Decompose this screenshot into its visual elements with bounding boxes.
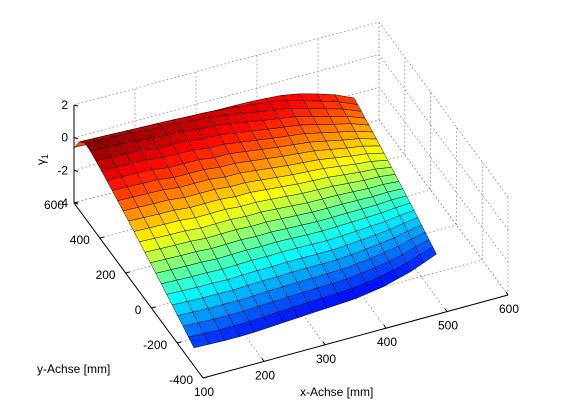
x-tick-label: 500 [438, 319, 458, 333]
z-tick [73, 169, 79, 172]
x-tick-label: 100 [194, 385, 214, 399]
z-tick [73, 202, 79, 205]
x-tick [261, 358, 265, 362]
x-tick-label: 400 [377, 335, 397, 349]
z-axis-label-base: γ [34, 159, 48, 165]
x-tick-label: 300 [316, 352, 336, 366]
x-tick [200, 374, 204, 379]
x-tick [505, 291, 509, 296]
y-tick-label: -400 [169, 373, 193, 387]
y-tick-label: 600 [44, 198, 64, 212]
y-tick-label: 400 [70, 233, 90, 247]
y-tick [202, 376, 208, 379]
y-axis-label: y-Achse [mm] [37, 362, 110, 376]
wall-gridline-z [73, 21, 380, 106]
z-axis-label: γ1 [34, 154, 50, 165]
x-tick-label: 600 [499, 302, 519, 316]
wall-gridline-z [378, 54, 509, 230]
surface-patch [188, 333, 210, 349]
z-tick-label: 0 [61, 131, 68, 145]
x-tick [383, 324, 387, 329]
wall-gridline-z [378, 119, 509, 296]
y-tick [125, 271, 130, 274]
x-axis-line [202, 294, 509, 379]
wall-gridline-z [73, 54, 380, 139]
surface [73, 93, 437, 349]
x-axis-label: x-Achse [mm] [300, 385, 373, 399]
y-tick-label: 200 [96, 268, 116, 282]
wall-gridline-z [378, 87, 509, 263]
z-tick-label: 2 [61, 98, 68, 112]
z-tick-label: -2 [57, 163, 68, 177]
y-tick [151, 306, 156, 309]
x-tick [444, 308, 448, 312]
z-axis-label-subscript: 1 [40, 154, 50, 159]
tick-labels: 100200300400500600-400-2000200400600-4-2… [44, 98, 519, 399]
axes [73, 104, 509, 379]
x-tick-label: 200 [255, 368, 275, 382]
z-tick [73, 104, 79, 107]
z-tick-label: -4 [57, 196, 68, 210]
y-axis-line [73, 202, 204, 379]
y-tick-label: 0 [135, 303, 142, 317]
y-tick [99, 236, 104, 239]
wall-gridline-z [378, 21, 509, 198]
y-tick-label: -200 [143, 338, 167, 352]
x-tick [322, 341, 326, 346]
y-tick [177, 341, 182, 344]
z-tick [73, 137, 79, 140]
